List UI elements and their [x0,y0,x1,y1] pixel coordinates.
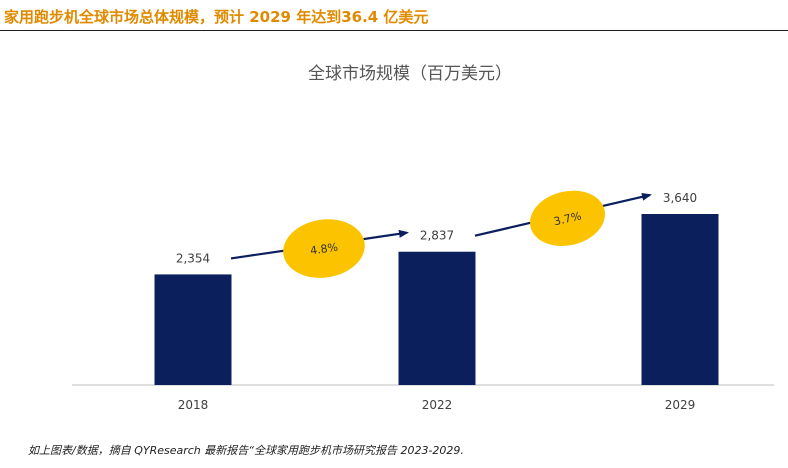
bar-2018 [154,274,232,385]
data-label-2018: 2,354 [176,251,210,265]
headline-divider [0,30,788,31]
growth-rate-bubble [529,190,606,247]
bar-2022 [398,251,476,385]
growth-rate-label: 4.8% [309,241,339,258]
growth-rate-bubble [283,219,365,278]
source-footnote: 如上图表/数据，摘自 QYResearch 最新报告“全球家用跑步机市场研究报告… [28,444,464,457]
x-tick-2018: 2018 [178,398,209,412]
growth-rate-label: 3.7% [553,209,583,228]
x-tick-2029: 2029 [665,398,696,412]
data-label-2029: 3,640 [663,191,697,205]
page-headline: 家用跑步机全球市场总体规模，预计 2029 年达到36.4 亿美元 [4,8,429,26]
x-tick-2022: 2022 [422,398,453,412]
chart-title: 全球市场规模（百万美元） [308,64,512,84]
data-label-2022: 2,837 [420,229,454,243]
bar-2029 [641,214,719,385]
